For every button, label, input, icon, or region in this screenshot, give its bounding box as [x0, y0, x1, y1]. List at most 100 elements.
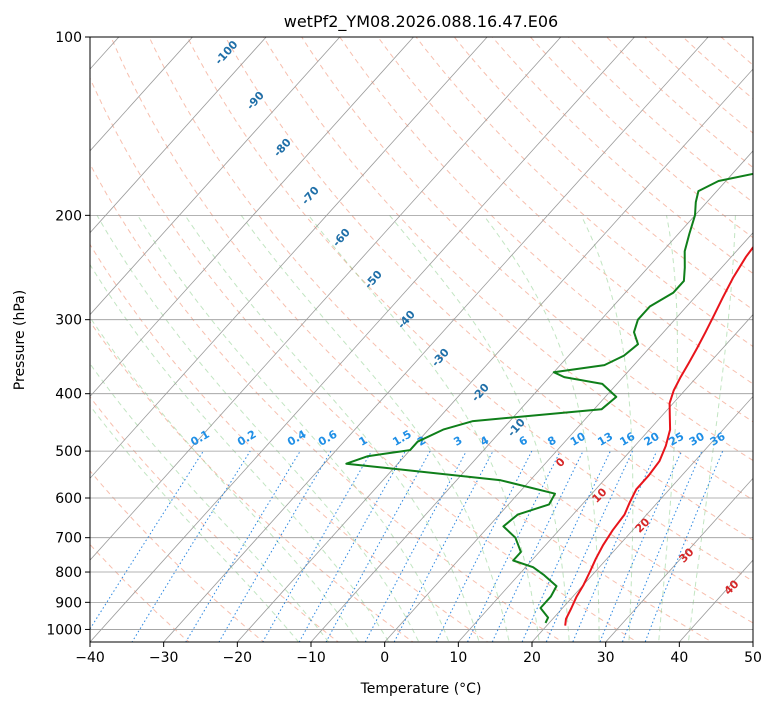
- isobars: [90, 37, 753, 630]
- isotherm-line: [90, 37, 488, 479]
- mixing-ratio-label: 0.4: [285, 428, 309, 449]
- moist-adiabat-line: [90, 316, 360, 642]
- mixing-ratio-label: 0.2: [235, 428, 258, 449]
- mixing-ratio-lines: 0.1 0.2 0.4 0.6 1 1.5 2 3 4 6 8 10 13 16 20 25 30 36: [90, 428, 728, 642]
- dewpoint-profile: [345, 172, 753, 624]
- mixing-ratio-label: 8: [545, 434, 558, 449]
- dry-adiabat-label: -50: [362, 268, 385, 292]
- mixing-ratio-label: 36: [708, 430, 728, 449]
- mixing-ratio-label: 0.6: [316, 428, 340, 449]
- isotherm-line: [458, 313, 753, 642]
- mixing-ratio-label: 30: [687, 430, 707, 449]
- isotherm-line: [384, 232, 753, 642]
- y-axis: 100 200 300 400 500 600 700 800 900 1000: [46, 30, 90, 638]
- y-tick-label: 700: [55, 531, 82, 547]
- x-tick-label: 50: [744, 650, 762, 666]
- dry-adiabat-line: [90, 76, 638, 642]
- mixing-ratio-label: 4: [478, 433, 491, 448]
- moist-adiabat-line: [96, 215, 420, 642]
- mixing-ratio-label: 1.5: [390, 428, 413, 449]
- x-axis: −40 −30 −20 −10 0 10 20 30 40 50: [75, 642, 762, 666]
- mixing-ratio-label: 10: [568, 430, 588, 449]
- x-tick-label: 30: [597, 650, 615, 666]
- moist-adiabat-line: [90, 362, 330, 642]
- y-tick-label: 300: [55, 313, 82, 329]
- y-tick-label: 600: [55, 491, 82, 507]
- x-axis-title: Temperature (°C): [360, 681, 482, 697]
- moist-adiabat-line: [240, 215, 510, 642]
- x-tick-label: −30: [149, 650, 179, 666]
- moist-adiabat-line: [308, 214, 540, 642]
- mixing-ratio-line: [90, 450, 204, 630]
- dry-adiabat-labels: -100-90-80-70-60-50-40-30-20-10: [212, 38, 528, 440]
- isotherm-line: [90, 37, 414, 398]
- dry-adiabat-label: -90: [244, 89, 267, 113]
- dry-adiabat-label: -100: [212, 38, 240, 67]
- isotherm-line: [752, 641, 753, 642]
- x-tick-label: −20: [223, 650, 253, 666]
- temperature-profile: [564, 245, 753, 626]
- mixing-ratio-line: [466, 450, 561, 642]
- x-tick-label: −10: [296, 650, 326, 666]
- y-tick-label: 900: [55, 595, 82, 611]
- dry-adiabat-line: [90, 163, 564, 642]
- dry-adiabat-line: [186, 37, 753, 582]
- x-tick-label: 0: [380, 650, 389, 666]
- dry-adiabat-line: [90, 320, 414, 642]
- moist-adiabat-line: [580, 215, 634, 642]
- y-tick-label: 1000: [46, 622, 82, 638]
- plot-area: 0.1 0.2 0.4 0.6 1 1.5 2 3 4 6 8 10 13 16 20 25 30 36-100-…: [90, 37, 753, 642]
- isotherm-line: [90, 37, 341, 316]
- moist-adiabat-label: 20: [633, 515, 653, 535]
- isotherm-line: [679, 559, 753, 642]
- y-axis-title: Pressure (hPa): [12, 290, 28, 390]
- mixing-ratio-line: [621, 450, 703, 642]
- x-tick-label: −40: [75, 650, 105, 666]
- dry-adiabat-label: -20: [469, 381, 492, 405]
- moist-adiabat-line: [137, 215, 450, 642]
- x-tick-label: 20: [523, 650, 541, 666]
- isotherms: [90, 37, 753, 642]
- isotherm-line: [310, 150, 753, 642]
- isotherm-line: [90, 37, 193, 152]
- dry-adiabat-line: [377, 37, 753, 385]
- y-tick-label: 400: [55, 387, 82, 403]
- plot-frame: [89, 36, 754, 643]
- mixing-ratio-label: 20: [642, 430, 662, 449]
- dry-adiabat-line: [148, 37, 753, 624]
- mixing-ratio-label: 3: [451, 434, 464, 449]
- mixing-ratio-line: [521, 450, 611, 642]
- mixing-ratio-label: 13: [595, 430, 615, 449]
- isotherm-line: [163, 37, 709, 642]
- isotherm-line: [531, 395, 753, 642]
- y-tick-label: 800: [55, 565, 82, 581]
- isotherm-line: [90, 37, 635, 642]
- mixing-ratio-line: [364, 450, 467, 642]
- dry-adiabat-line: [301, 37, 753, 462]
- moist-adiabat-line: [90, 404, 300, 642]
- moist-adiabat-label: 30: [677, 545, 697, 565]
- dry-adiabat-label: -70: [299, 184, 322, 208]
- mixing-ratio-label: 1: [357, 434, 370, 449]
- dry-adiabat-line: [90, 396, 340, 642]
- moist-adiabat-line: [658, 215, 678, 642]
- isotherm-line: [237, 68, 753, 642]
- dry-adiabat-line: [529, 37, 753, 239]
- dry-adiabat-line: [90, 470, 265, 642]
- mixing-ratio-line: [131, 450, 251, 642]
- dry-adiabat-line: [110, 37, 713, 642]
- x-tick-label: 40: [670, 650, 688, 666]
- mixing-ratio-label: 0.1: [188, 428, 211, 449]
- moist-adiabat-line: [184, 215, 480, 642]
- moist-adiabat-line: [687, 215, 736, 642]
- moist-adiabat-label: 40: [722, 577, 742, 597]
- moist-adiabat-line: [90, 263, 390, 642]
- dry-adiabat-line: [90, 243, 489, 642]
- dry-adiabat-label: -40: [395, 308, 418, 332]
- dry-adiabats: [90, 37, 753, 642]
- dry-adiabat-line: [491, 37, 753, 275]
- isotherm-line: [90, 37, 562, 561]
- isotherm-line: [90, 37, 267, 234]
- mixing-ratio-line: [325, 450, 431, 642]
